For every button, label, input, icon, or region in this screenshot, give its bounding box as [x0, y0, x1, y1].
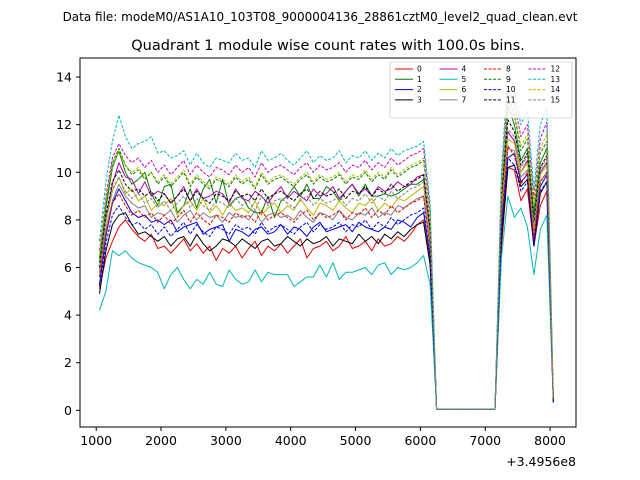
y-tick-label: 6	[64, 260, 72, 275]
legend-label-5: 5	[462, 75, 467, 84]
series-line-15	[99, 128, 554, 410]
legend-label-7: 7	[462, 96, 467, 105]
x-tick-label: 2000	[145, 433, 177, 448]
legend-label-2: 2	[417, 85, 422, 94]
x-tick-label: 4000	[275, 433, 307, 448]
series-line-12	[99, 88, 554, 410]
y-axis: 0 2 4 6 8 10 12 14	[56, 70, 80, 418]
legend-label-0: 0	[417, 65, 422, 74]
plot-frame	[79, 57, 577, 428]
plot-area	[80, 58, 576, 427]
figure-suptitle: Data file: modeM0/AS1A10_103T08_90000041…	[63, 10, 578, 24]
legend-label-8: 8	[506, 65, 511, 74]
legend-box	[389, 61, 573, 119]
legend-label-1: 1	[417, 75, 422, 84]
y-tick-label: 10	[56, 165, 72, 180]
legend-label-10: 10	[506, 85, 516, 94]
x-tick-label: 6000	[404, 433, 436, 448]
legend-label-15: 15	[551, 96, 561, 105]
legend-label-14: 14	[551, 85, 561, 94]
x-tick-label: 3000	[210, 433, 242, 448]
legend-label-13: 13	[551, 75, 561, 84]
legend-label-9: 9	[506, 75, 511, 84]
legend-label-6: 6	[462, 85, 467, 94]
x-offset-label: +3.4956e8	[506, 454, 576, 469]
y-tick-label: 0	[64, 403, 72, 418]
chart-title: Quadrant 1 module wise count rates with …	[131, 38, 525, 54]
y-tick-label: 4	[64, 308, 72, 323]
x-tick-label: 8000	[534, 433, 566, 448]
y-tick-label: 14	[56, 70, 72, 85]
legend-label-11: 11	[506, 96, 516, 105]
x-axis: 1000 2000 3000 4000 5000 6000 7000 8000	[80, 427, 566, 448]
legend-label-4: 4	[462, 65, 467, 74]
y-tick-label: 12	[56, 117, 72, 132]
x-tick-label: 7000	[469, 433, 501, 448]
legend-label-3: 3	[417, 96, 422, 105]
y-tick-label: 2	[64, 355, 72, 370]
y-tick-label: 8	[64, 212, 72, 227]
x-tick-label: 1000	[80, 433, 112, 448]
series-layer	[99, 69, 554, 410]
legend-label-12: 12	[551, 65, 561, 74]
x-tick-label: 5000	[340, 433, 372, 448]
